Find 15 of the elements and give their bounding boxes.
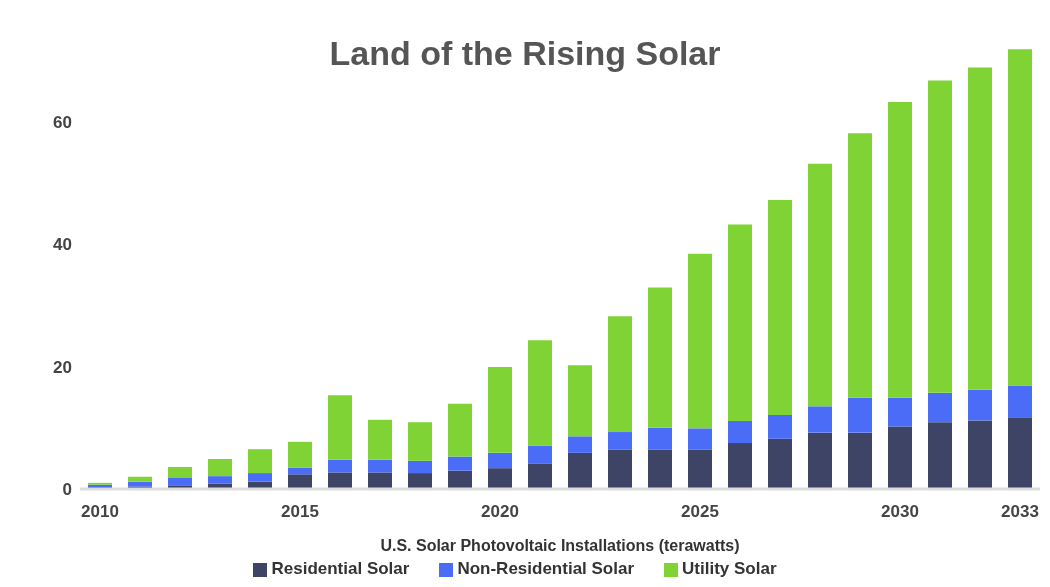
x-tick-label: 2010 (81, 502, 119, 522)
y-tick-label: 40 (53, 235, 72, 255)
legend-label: Non-Residential Solar (457, 559, 635, 578)
legend-label: Residential Solar (271, 559, 410, 578)
x-axis-title: U.S. Solar Photovoltaic Installations (terawatts) (380, 537, 740, 554)
x-tick-label: 2033 (1001, 502, 1039, 522)
x-tick-label: 2015 (281, 502, 319, 522)
y-tick-label: 20 (53, 357, 72, 377)
y-tick-label: 60 (53, 112, 72, 132)
y-tick-label: 0 (62, 480, 72, 500)
chart-title: Land of the Rising Solar (328, 34, 722, 73)
legend-label: Utility Solar (682, 559, 777, 578)
x-tick-label: 2020 (481, 502, 519, 522)
x-tick-label: 2025 (681, 502, 719, 522)
x-tick-label: 2030 (881, 502, 919, 522)
